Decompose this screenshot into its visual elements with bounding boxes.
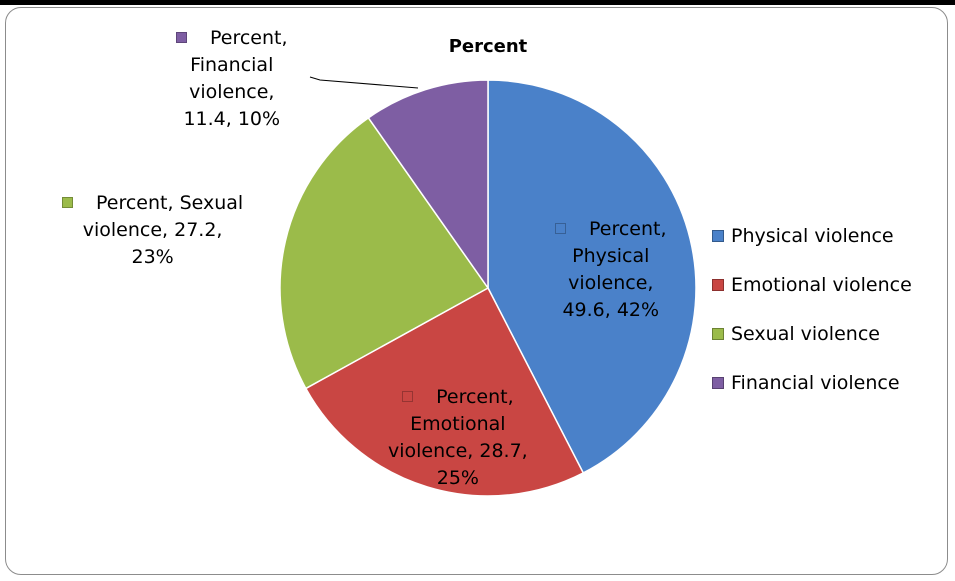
legend-swatch-financial-icon bbox=[712, 376, 724, 389]
data-label-physical: Percent, Physical violence, 49.6, 42% bbox=[555, 216, 667, 324]
legend-item-financial: Financial violence bbox=[712, 358, 948, 407]
legend-item-physical: Physical violence bbox=[712, 211, 948, 260]
pie-slice-emotional bbox=[304, 286, 585, 497]
legend-key-sexual-icon bbox=[62, 197, 73, 208]
legend-label: Financial violence bbox=[731, 371, 900, 394]
pie-slice-sexual bbox=[279, 116, 490, 390]
leader-line-financial bbox=[309, 76, 419, 89]
pie-slice-physical bbox=[487, 79, 697, 474]
legend-key-financial-icon bbox=[176, 32, 187, 43]
legend-label: Emotional violence bbox=[731, 273, 912, 296]
legend-label: Sexual violence bbox=[731, 322, 880, 345]
pie-slice-financial bbox=[367, 79, 489, 291]
legend: Physical violence Emotional violence Sex… bbox=[712, 211, 948, 407]
legend-key-physical-icon bbox=[555, 223, 566, 234]
legend-item-sexual: Sexual violence bbox=[712, 309, 948, 358]
window-top-border bbox=[0, 0, 955, 5]
legend-label: Physical violence bbox=[731, 224, 894, 247]
legend-swatch-sexual-icon bbox=[712, 327, 724, 340]
data-label-sexual: Percent, Sexual violence, 27.2, 23% bbox=[62, 190, 243, 271]
legend-swatch-physical-icon bbox=[712, 229, 724, 242]
chart-title: Percent bbox=[448, 36, 528, 57]
legend-item-emotional: Emotional violence bbox=[712, 260, 948, 309]
data-label-financial: Percent, Financial violence, 11.4, 10% bbox=[176, 25, 288, 133]
data-label-emotional: Percent, Emotional violence, 28.7, 25% bbox=[388, 386, 528, 489]
legend-swatch-emotional-icon bbox=[712, 278, 724, 291]
legend-key-emotional-icon bbox=[402, 391, 414, 402]
